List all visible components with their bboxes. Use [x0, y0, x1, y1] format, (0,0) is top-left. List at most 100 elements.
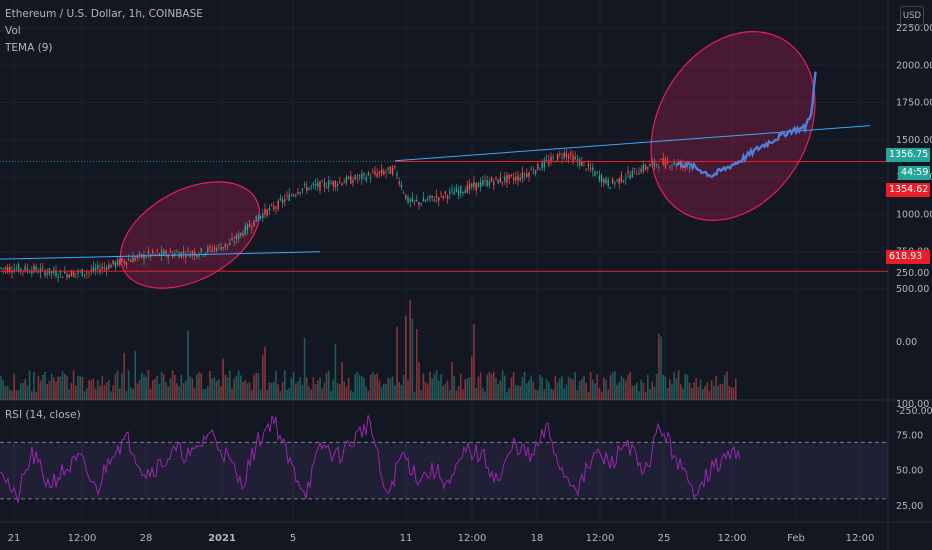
candle-body [684, 161, 686, 166]
candle-body [143, 254, 145, 260]
candle-body [167, 255, 169, 258]
candle-body [517, 175, 519, 181]
candle-body [372, 172, 374, 174]
volume-bar [48, 380, 51, 400]
time-tick-label: 28 [140, 533, 153, 544]
volume-bar [44, 371, 46, 400]
volume-bar [464, 379, 466, 400]
candle-body [574, 156, 576, 159]
candle-body [407, 196, 409, 204]
volume-bar [11, 390, 13, 400]
candle-body [358, 175, 361, 177]
volume-bar [460, 373, 462, 400]
volume-bar [715, 375, 717, 400]
candle-body [409, 199, 411, 202]
volume-bar [143, 374, 145, 400]
candle-body [295, 195, 297, 196]
volume-bar [292, 372, 295, 400]
volume-bar [493, 371, 495, 400]
volume-bar [669, 379, 671, 400]
volume-bar [112, 385, 114, 400]
candle-body [598, 175, 601, 181]
volume-bar [266, 389, 268, 400]
volume-bar [735, 378, 737, 400]
candle-body [376, 173, 378, 177]
candle-body [182, 251, 185, 254]
volume-bar [583, 375, 585, 400]
volume-bar [596, 374, 598, 400]
volume-bar [2, 380, 4, 400]
volume-bar [158, 383, 161, 400]
candle-body [332, 181, 334, 187]
candle-body [603, 178, 605, 184]
time-tick-label: 12:00 [846, 533, 875, 544]
volume-tick-label: -250.00 [896, 406, 932, 417]
candle-body [224, 243, 227, 248]
volume-bar [677, 370, 680, 400]
candle-body [330, 183, 332, 185]
candle-body [178, 253, 180, 258]
volume-bar [57, 376, 59, 400]
volume-bar [176, 383, 178, 400]
volume-bar [288, 388, 290, 400]
symbol-legend[interactable]: Ethereum / U.S. Dollar, 1h, COINBASE [5, 8, 203, 20]
volume-bar [312, 377, 315, 400]
candle-body [594, 171, 596, 176]
candle-body [629, 174, 631, 179]
candle-body [317, 182, 319, 187]
volume-bar [499, 380, 502, 400]
candle-body [189, 254, 191, 258]
candle-body [134, 258, 136, 261]
volume-bar [570, 378, 572, 400]
volume-bar [462, 389, 464, 400]
volume-bar [180, 374, 183, 400]
currency-button[interactable]: USD [900, 6, 924, 26]
volume-bar [61, 371, 64, 400]
candle-body [506, 174, 508, 183]
volume-bar [592, 379, 594, 400]
volume-bar [398, 381, 400, 400]
volume-bar [202, 388, 205, 400]
candle-body [158, 253, 161, 256]
annotation-lines [0, 125, 888, 272]
tema-legend[interactable]: TEMA (9) [5, 42, 53, 54]
volume-legend[interactable]: Vol [5, 25, 21, 37]
candle-body [70, 270, 73, 277]
volume-bar [255, 372, 257, 400]
volume-bar [675, 378, 678, 400]
rsi-legend[interactable]: RSI (14, close) [5, 409, 81, 421]
volume-bar [510, 377, 513, 400]
candle-body [299, 192, 301, 193]
volume-bar [603, 377, 605, 400]
volume-bar [336, 382, 339, 400]
volume-bar [317, 380, 319, 400]
candle-body [451, 189, 453, 191]
volume-bar [325, 372, 328, 400]
volume-bar [411, 319, 414, 400]
volume-bar [719, 383, 722, 400]
candle-body [31, 270, 33, 274]
candle-body [57, 276, 59, 279]
candle-body [464, 190, 466, 194]
volume-bar [449, 390, 451, 400]
volume-bar [347, 377, 350, 400]
volume-bar [548, 381, 550, 400]
volume-bar [6, 385, 9, 400]
volume-bar [374, 374, 376, 400]
candle-body [429, 195, 431, 199]
candle-body [185, 256, 187, 258]
volume-bar [431, 378, 433, 400]
candle-body [449, 190, 451, 194]
lower-line-price-tag: 618.93 [886, 250, 930, 264]
volume-bar [541, 377, 543, 400]
candle-body [611, 179, 614, 184]
volume-bar [132, 389, 134, 400]
volume-bar [578, 381, 581, 400]
volume-bar [187, 330, 189, 400]
volume-bar [24, 379, 26, 400]
volume-bar [688, 382, 691, 400]
volume-bar [356, 371, 359, 400]
candle-body [537, 163, 539, 170]
volume-bar [378, 380, 381, 400]
